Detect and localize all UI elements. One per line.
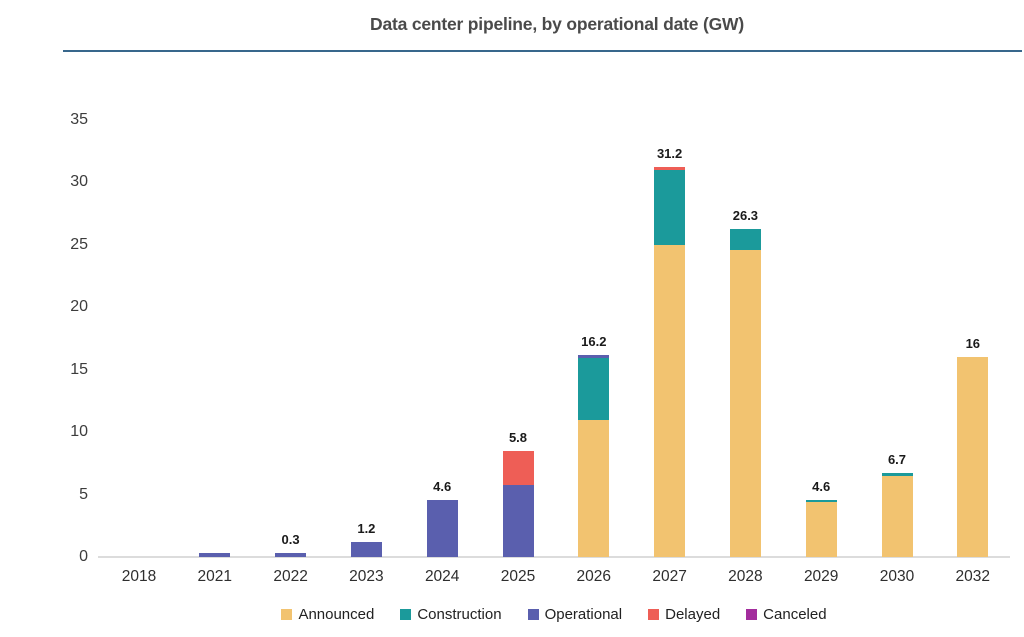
y-tick-label: 30 [70,173,88,191]
bar-total-label-2029: 4.6 [812,478,831,494]
bar-segment-operational-2026 [578,354,610,359]
bar-total-label-2024: 4.6 [433,478,452,494]
bar-segment-operational-2021 [199,553,231,557]
x-tick-label-2028: 2028 [728,568,763,585]
x-tick-label-2026: 2026 [576,568,612,585]
bar-segment-construction-2027 [654,169,686,245]
y-tick-label: 35 [70,111,88,128]
bar-segment-announced-2029 [805,501,837,557]
x-tick-label-2030: 2030 [879,568,915,585]
bar-total-label-2027: 31.2 [656,146,683,162]
bar-segment-operational-2022 [275,553,307,557]
bar-segment-announced-2026 [578,419,610,557]
y-tick-label: 0 [79,548,88,565]
bar-segment-construction-2030 [881,473,913,476]
x-tick-label-2032: 2032 [955,568,991,585]
legend-label: Announced [298,605,375,623]
y-tick-label: 15 [70,360,88,378]
bar-segment-construction-2026 [578,358,610,420]
bar-segment-announced-2028 [729,249,761,557]
bar-segment-construction-2029 [805,499,837,502]
legend-swatch-icon [746,608,758,620]
bar-segment-delayed-2027 [654,167,686,170]
legend-swatch-icon [281,608,293,620]
bar-segment-delayed-2025 [502,450,534,485]
legend-swatch-icon [400,608,412,620]
legend-swatch-icon [527,608,539,620]
legend-label: Construction [417,605,502,623]
legend-item-operational: Operational [527,605,623,623]
bar-segment-construction-2028 [729,228,761,250]
legend-label: Delayed [665,605,721,623]
x-tick-label-2023: 2023 [349,568,384,585]
x-axis-baseline [98,556,1010,558]
legend-label: Operational [544,605,623,623]
bar-segment-operational-2023 [350,542,382,557]
bar-total-label-2030: 6.7 [887,452,907,468]
x-tick-label-2021: 2021 [197,568,233,585]
legend-swatch-icon [648,608,660,620]
bar-total-label-2022: 0.3 [281,532,300,548]
legend-item-delayed: Delayed [648,606,720,623]
x-tick-label-2027: 2027 [652,568,687,585]
bar-total-label-2028: 26.3 [732,207,759,223]
x-tick-label-2029: 2029 [803,568,839,585]
x-tick-label-2018: 2018 [121,568,157,585]
legend-item-construction: Construction [400,605,502,623]
x-tick-label-2022: 2022 [273,568,308,585]
legend-item-announced: Announced [281,606,374,623]
bar-segment-announced-2032 [957,357,989,557]
y-tick-label: 5 [79,485,88,503]
bar-segment-operational-2024 [426,499,458,557]
bar-total-label-2026: 16.2 [581,333,607,349]
legend-item-canceled: Canceled [746,605,827,623]
y-tick-label: 25 [70,235,88,253]
bar-segment-announced-2027 [654,244,686,557]
chart-title: Data center pipeline, by operational dat… [370,14,744,34]
legend-label: Canceled [763,605,827,623]
bar-total-label-2023: 1.2 [357,521,376,537]
bar-segment-operational-2025 [502,484,534,557]
bar-total-label-2025: 5.8 [508,429,528,445]
bar-segment-announced-2030 [881,475,913,557]
bar-total-label-2032: 16 [965,336,981,352]
y-tick-label: 10 [70,423,88,441]
chart-legend: Announced Construction Operational Delayed C… [98,602,1010,626]
x-tick-label-2025: 2025 [500,568,536,585]
title-underline [63,50,1022,52]
x-tick-label-2024: 2024 [424,568,460,585]
y-tick-label: 20 [70,298,88,316]
